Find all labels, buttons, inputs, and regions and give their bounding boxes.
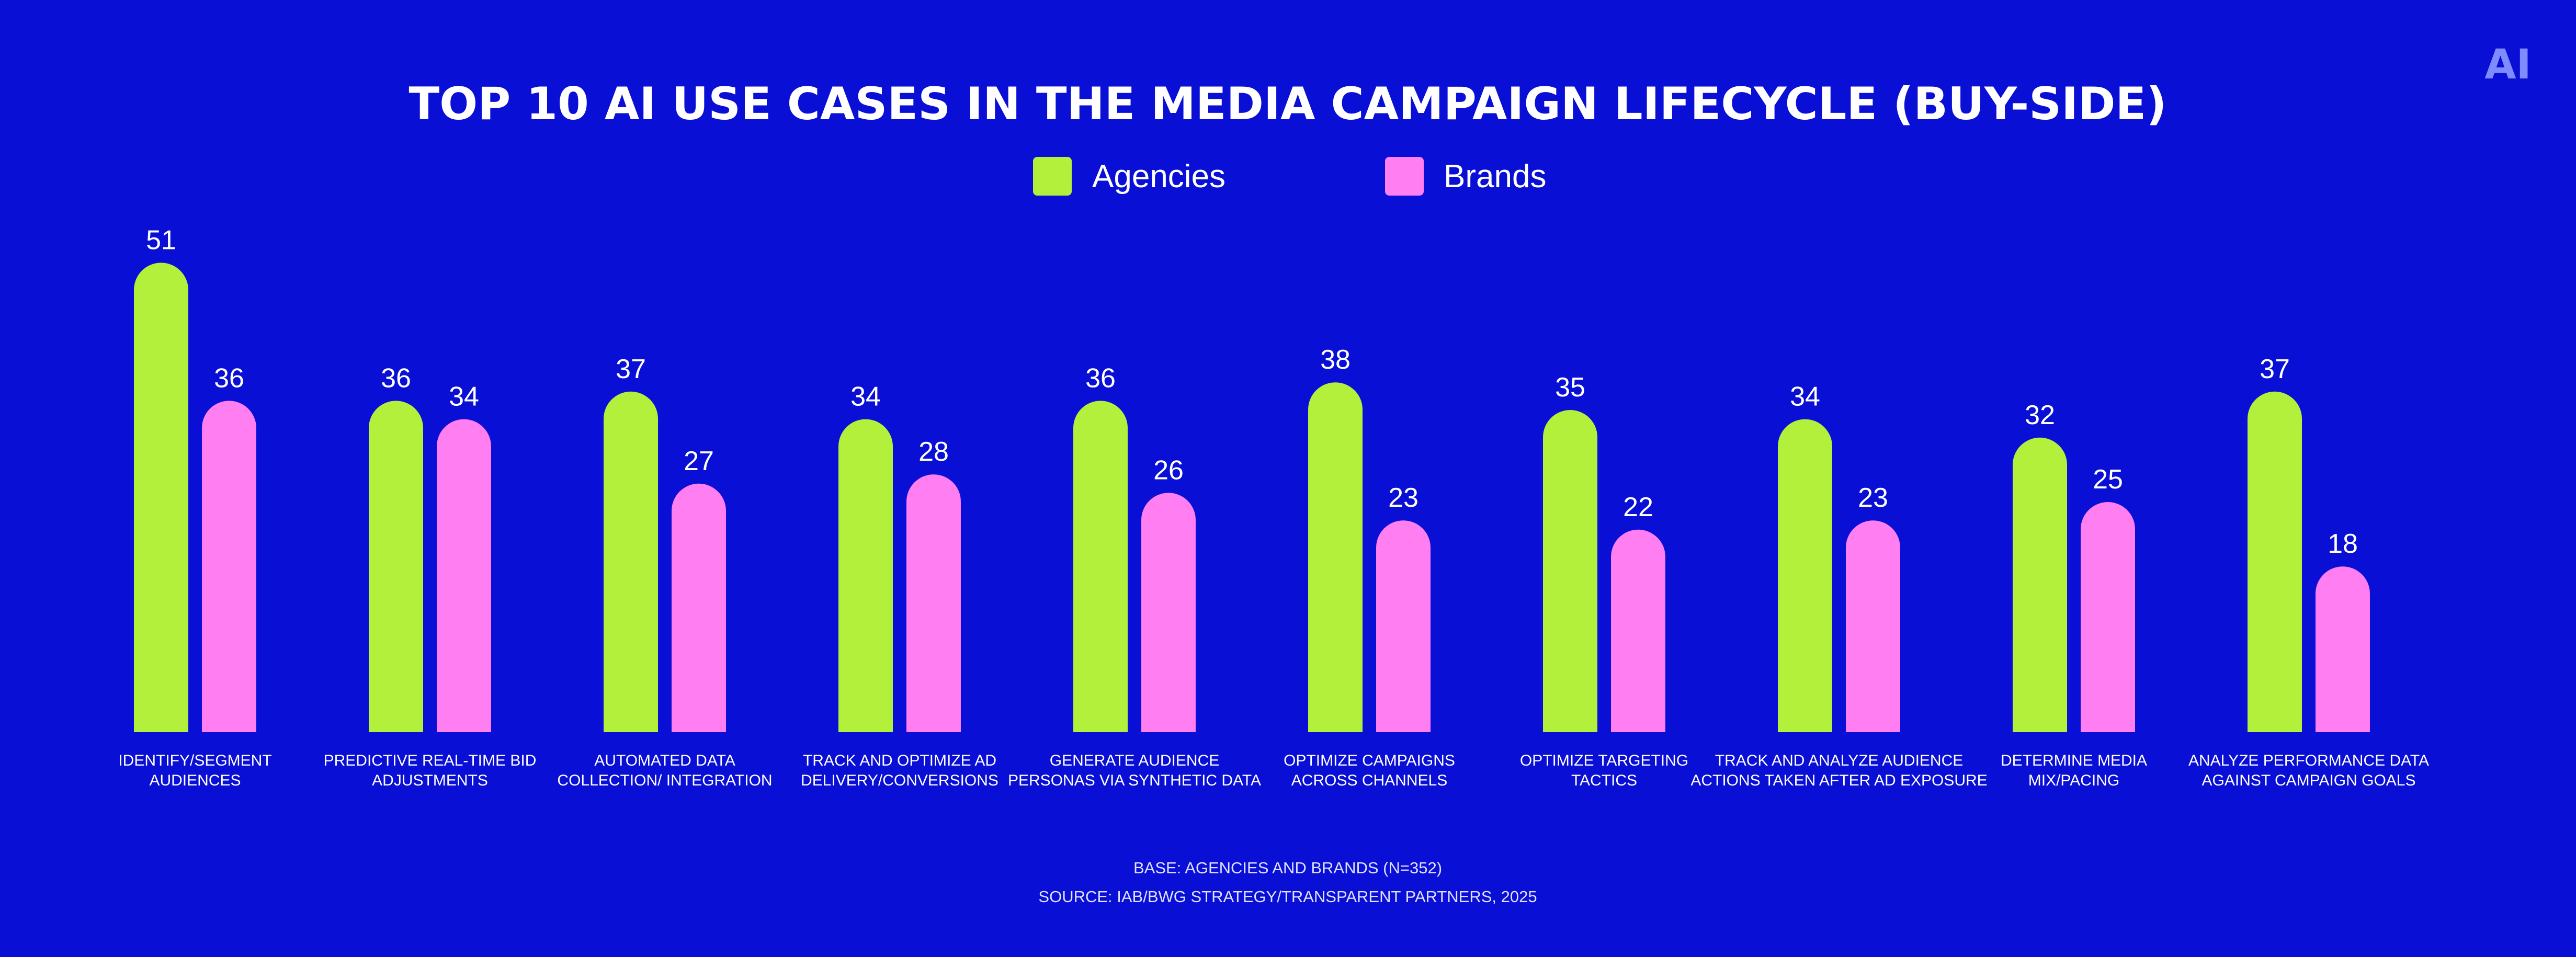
category-label-track-and-optimize-ad-delivery-conversions-line-1: TRACK AND OPTIMIZE AD xyxy=(803,752,996,769)
value-label-agencies-identify-segment-audiences: 51 xyxy=(146,225,176,255)
bar-brands-track-and-analyze-audience-actions-taken-after-ad-exposure xyxy=(1846,520,1900,732)
value-label-brands-determine-media-mix-pacing: 25 xyxy=(2093,464,2123,495)
category-label-predictive-real-time-bid-adjustments-line-1: PREDICTIVE REAL-TIME BID xyxy=(324,752,537,769)
value-label-brands-identify-segment-audiences: 36 xyxy=(214,363,244,393)
category-label-identify-segment-audiences-line-1: IDENTIFY/SEGMENT xyxy=(118,752,271,769)
bar-agencies-automated-data-collection-integration xyxy=(604,391,658,732)
footer-base: BASE: AGENCIES AND BRANDS (N=352) xyxy=(1133,859,1442,877)
legend-swatch-brands xyxy=(1385,157,1424,196)
category-label-optimize-campaigns-across-channels-line-2: ACROSS CHANNELS xyxy=(1291,772,1447,789)
bar-brands-optimize-targeting-tactics xyxy=(1611,529,1665,732)
bar-brands-automated-data-collection-integration xyxy=(672,483,726,732)
category-label-optimize-targeting-tactics-line-2: TACTICS xyxy=(1571,772,1637,789)
category-label-automated-data-collection-integration-line-1: AUTOMATED DATA xyxy=(594,752,735,769)
category-label-optimize-campaigns-across-channels-line-1: OPTIMIZE CAMPAIGNS xyxy=(1284,752,1455,769)
bar-agencies-determine-media-mix-pacing xyxy=(2013,437,2067,732)
category-label-analyze-performance-data-against-campaign-goals-line-2: AGAINST CAMPAIGN GOALS xyxy=(2202,772,2416,789)
logo-mark: AI xyxy=(2484,41,2531,88)
bar-agencies-generate-audience-personas-via-synthetic-data xyxy=(1073,401,1128,732)
bar-brands-generate-audience-personas-via-synthetic-data xyxy=(1141,493,1196,732)
category-label-analyze-performance-data-against-campaign-goals-line-1: ANALYZE PERFORMANCE DATA xyxy=(2188,752,2429,769)
bar-agencies-analyze-performance-data-against-campaign-goals xyxy=(2248,391,2302,732)
category-label-track-and-optimize-ad-delivery-conversions-line-2: DELIVERY/CONVERSIONS xyxy=(801,772,998,789)
bar-brands-optimize-campaigns-across-channels xyxy=(1376,520,1431,732)
bar-agencies-optimize-campaigns-across-channels xyxy=(1308,382,1363,732)
category-label-track-and-analyze-audience-actions-taken-after-ad-exposure-line-2: ACTIONS TAKEN AFTER AD EXPOSURE xyxy=(1690,772,1987,789)
bar-brands-track-and-optimize-ad-delivery-conversions xyxy=(906,474,961,732)
category-label-determine-media-mix-pacing-line-1: DETERMINE MEDIA xyxy=(2001,752,2147,769)
footer-source: SOURCE: IAB/BWG STRATEGY/TRANSPARENT PAR… xyxy=(1038,887,1537,906)
value-labels-layer: 51 36 36 34 37 27 34 28 36 26 38 23 35 22 34 23 32 25 37 18 xyxy=(146,225,2358,559)
category-label-generate-audience-personas-via-synthetic-data-line-1: GENERATE AUDIENCE xyxy=(1050,752,1220,769)
bar-agencies-optimize-targeting-tactics xyxy=(1543,410,1597,732)
value-label-brands-analyze-performance-data-against-campaign-goals: 18 xyxy=(2328,529,2358,559)
value-label-agencies-generate-audience-personas-via-synthetic-data: 36 xyxy=(1085,363,1116,393)
category-label-optimize-targeting-tactics-line-1: OPTIMIZE TARGETING xyxy=(1520,752,1688,769)
value-label-brands-track-and-optimize-ad-delivery-conversions: 28 xyxy=(918,437,949,467)
bars-layer xyxy=(134,263,2370,732)
value-label-agencies-determine-media-mix-pacing: 32 xyxy=(2025,400,2055,430)
legend-label-agencies: Agencies xyxy=(1092,158,1225,195)
value-label-brands-automated-data-collection-integration: 27 xyxy=(684,446,714,476)
value-label-agencies-automated-data-collection-integration: 37 xyxy=(616,354,646,384)
category-label-track-and-analyze-audience-actions-taken-after-ad-exposure-line-1: TRACK AND ANALYZE AUDIENCE xyxy=(1715,752,1964,769)
category-label-identify-segment-audiences-line-2: AUDIENCES xyxy=(149,772,241,789)
chart-title: TOP 10 AI USE CASES IN THE MEDIA CAMPAIG… xyxy=(408,78,2166,130)
bar-agencies-track-and-optimize-ad-delivery-conversions xyxy=(838,419,893,732)
value-label-agencies-optimize-targeting-tactics: 35 xyxy=(1555,372,1585,403)
value-label-agencies-predictive-real-time-bid-adjustments: 36 xyxy=(381,363,411,393)
value-label-agencies-track-and-optimize-ad-delivery-conversions: 34 xyxy=(850,382,881,412)
value-label-agencies-analyze-performance-data-against-campaign-goals: 37 xyxy=(2260,354,2290,384)
value-label-brands-generate-audience-personas-via-synthetic-data: 26 xyxy=(1153,455,1184,485)
bar-agencies-predictive-real-time-bid-adjustments xyxy=(369,401,423,732)
legend-label-brands: Brands xyxy=(1444,158,1546,195)
bar-brands-determine-media-mix-pacing xyxy=(2081,502,2135,732)
value-label-agencies-track-and-analyze-audience-actions-taken-after-ad-exposure: 34 xyxy=(1790,382,1820,412)
value-label-brands-track-and-analyze-audience-actions-taken-after-ad-exposure: 23 xyxy=(1858,483,1888,513)
bar-brands-analyze-performance-data-against-campaign-goals xyxy=(2316,566,2370,732)
legend-swatch-agencies xyxy=(1033,157,1072,196)
bar-brands-predictive-real-time-bid-adjustments xyxy=(437,419,491,732)
value-label-brands-optimize-targeting-tactics: 22 xyxy=(1623,492,1653,522)
category-label-determine-media-mix-pacing-line-2: MIX/PACING xyxy=(2028,772,2119,789)
category-label-automated-data-collection-integration-line-2: COLLECTION/ INTEGRATION xyxy=(557,772,772,789)
category-label-generate-audience-personas-via-synthetic-data-line-2: PERSONAS VIA SYNTHETIC DATA xyxy=(1008,772,1261,789)
value-label-brands-optimize-campaigns-across-channels: 23 xyxy=(1388,483,1418,513)
bar-agencies-identify-segment-audiences xyxy=(134,263,188,732)
bar-brands-identify-segment-audiences xyxy=(202,401,256,732)
legend: Agencies Brands xyxy=(1033,157,1546,196)
value-label-agencies-optimize-campaigns-across-channels: 38 xyxy=(1320,345,1351,375)
bar-agencies-track-and-analyze-audience-actions-taken-after-ad-exposure xyxy=(1778,419,1832,732)
category-labels-layer: IDENTIFY/SEGMENT AUDIENCES PREDICTIVE REAL… xyxy=(118,752,2429,789)
category-label-predictive-real-time-bid-adjustments-line-2: ADJUSTMENTS xyxy=(372,772,488,789)
value-label-brands-predictive-real-time-bid-adjustments: 34 xyxy=(449,382,479,412)
